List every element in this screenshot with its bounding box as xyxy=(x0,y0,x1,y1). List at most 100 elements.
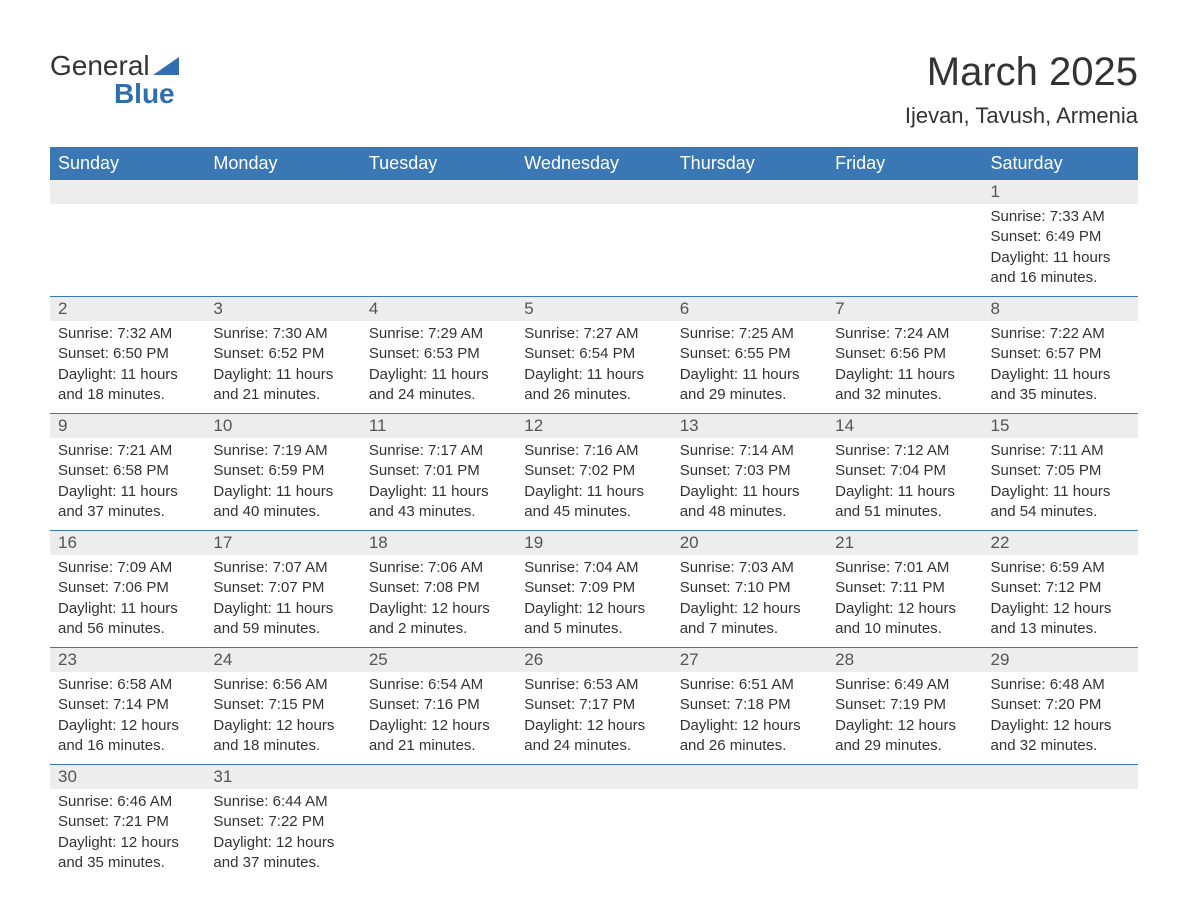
sunrise-text: Sunrise: 6:48 AM xyxy=(991,675,1130,695)
sunrise-text: Sunrise: 7:16 AM xyxy=(524,441,663,461)
daynum-cell: 13 xyxy=(672,414,827,439)
sunrise-text: Sunrise: 7:21 AM xyxy=(58,441,197,461)
daylight-text: Daylight: 11 hours and 21 minutes. xyxy=(213,365,352,406)
day-cell: Sunrise: 7:27 AMSunset: 6:54 PMDaylight:… xyxy=(516,321,671,414)
daynum-cell: 15 xyxy=(983,414,1138,439)
sunset-text: Sunset: 7:22 PM xyxy=(213,812,352,832)
daynum-cell: 12 xyxy=(516,414,671,439)
daynum-cell: 23 xyxy=(50,648,205,673)
sunrise-text: Sunrise: 6:56 AM xyxy=(213,675,352,695)
sunset-text: Sunset: 7:17 PM xyxy=(524,695,663,715)
daynum-cell: 2 xyxy=(50,297,205,322)
sunset-text: Sunset: 7:05 PM xyxy=(991,461,1130,481)
sunset-text: Sunset: 7:09 PM xyxy=(524,578,663,598)
content-row: Sunrise: 6:46 AMSunset: 7:21 PMDaylight:… xyxy=(50,789,1138,881)
daynum-cell: 4 xyxy=(361,297,516,322)
content-row: Sunrise: 7:32 AMSunset: 6:50 PMDaylight:… xyxy=(50,321,1138,414)
sunset-text: Sunset: 6:49 PM xyxy=(991,227,1130,247)
title-block: March 2025 Ijevan, Tavush, Armenia xyxy=(905,50,1138,129)
daynum-cell: 21 xyxy=(827,531,982,556)
daynum-cell: 11 xyxy=(361,414,516,439)
sunset-text: Sunset: 6:55 PM xyxy=(680,344,819,364)
sunset-text: Sunset: 6:58 PM xyxy=(58,461,197,481)
daynum-cell xyxy=(361,765,516,790)
sunset-text: Sunset: 6:57 PM xyxy=(991,344,1130,364)
sunrise-text: Sunrise: 6:53 AM xyxy=(524,675,663,695)
sunset-text: Sunset: 7:06 PM xyxy=(58,578,197,598)
logo-word2: Blue xyxy=(114,78,175,110)
daylight-text: Daylight: 11 hours and 48 minutes. xyxy=(680,482,819,523)
day-cell: Sunrise: 6:53 AMSunset: 7:17 PMDaylight:… xyxy=(516,672,671,765)
sunset-text: Sunset: 7:02 PM xyxy=(524,461,663,481)
daynum-cell: 16 xyxy=(50,531,205,556)
sunrise-text: Sunrise: 7:22 AM xyxy=(991,324,1130,344)
daynum-cell: 3 xyxy=(205,297,360,322)
title-month: March 2025 xyxy=(905,50,1138,95)
day-cell xyxy=(827,204,982,297)
sunrise-text: Sunrise: 6:58 AM xyxy=(58,675,197,695)
day-cell: Sunrise: 7:09 AMSunset: 7:06 PMDaylight:… xyxy=(50,555,205,648)
sunrise-text: Sunrise: 7:04 AM xyxy=(524,558,663,578)
sunset-text: Sunset: 7:07 PM xyxy=(213,578,352,598)
daynum-cell: 19 xyxy=(516,531,671,556)
sunrise-text: Sunrise: 6:59 AM xyxy=(991,558,1130,578)
daynum-cell xyxy=(516,180,671,204)
daylight-text: Daylight: 11 hours and 29 minutes. xyxy=(680,365,819,406)
day-cell: Sunrise: 7:21 AMSunset: 6:58 PMDaylight:… xyxy=(50,438,205,531)
sunrise-text: Sunrise: 7:19 AM xyxy=(213,441,352,461)
daynum-cell: 27 xyxy=(672,648,827,673)
dayheader-fri: Friday xyxy=(827,147,982,180)
daynum-cell: 10 xyxy=(205,414,360,439)
sunrise-text: Sunrise: 7:09 AM xyxy=(58,558,197,578)
daynum-row: 3031 xyxy=(50,765,1138,790)
daynum-row: 1 xyxy=(50,180,1138,204)
daylight-text: Daylight: 11 hours and 32 minutes. xyxy=(835,365,974,406)
daynum-cell: 31 xyxy=(205,765,360,790)
sunrise-text: Sunrise: 6:51 AM xyxy=(680,675,819,695)
day-cell: Sunrise: 7:24 AMSunset: 6:56 PMDaylight:… xyxy=(827,321,982,414)
daylight-text: Daylight: 11 hours and 24 minutes. xyxy=(369,365,508,406)
daylight-text: Daylight: 11 hours and 59 minutes. xyxy=(213,599,352,640)
daynum-cell xyxy=(516,765,671,790)
content-row: Sunrise: 7:33 AMSunset: 6:49 PMDaylight:… xyxy=(50,204,1138,297)
day-cell: Sunrise: 6:46 AMSunset: 7:21 PMDaylight:… xyxy=(50,789,205,881)
daynum-cell: 25 xyxy=(361,648,516,673)
daylight-text: Daylight: 12 hours and 18 minutes. xyxy=(213,716,352,757)
daylight-text: Daylight: 12 hours and 7 minutes. xyxy=(680,599,819,640)
calendar-table: Sunday Monday Tuesday Wednesday Thursday… xyxy=(50,147,1138,881)
daylight-text: Daylight: 12 hours and 24 minutes. xyxy=(524,716,663,757)
daynum-cell xyxy=(672,765,827,790)
day-cell: Sunrise: 7:01 AMSunset: 7:11 PMDaylight:… xyxy=(827,555,982,648)
sunrise-text: Sunrise: 7:06 AM xyxy=(369,558,508,578)
day-cell: Sunrise: 7:12 AMSunset: 7:04 PMDaylight:… xyxy=(827,438,982,531)
sunrise-text: Sunrise: 6:54 AM xyxy=(369,675,508,695)
sunrise-text: Sunrise: 7:03 AM xyxy=(680,558,819,578)
day-cell: Sunrise: 6:51 AMSunset: 7:18 PMDaylight:… xyxy=(672,672,827,765)
daynum-cell: 24 xyxy=(205,648,360,673)
day-cell: Sunrise: 6:58 AMSunset: 7:14 PMDaylight:… xyxy=(50,672,205,765)
daynum-cell xyxy=(50,180,205,204)
dayheader-thu: Thursday xyxy=(672,147,827,180)
sunrise-text: Sunrise: 7:29 AM xyxy=(369,324,508,344)
daylight-text: Daylight: 12 hours and 35 minutes. xyxy=(58,833,197,874)
sunrise-text: Sunrise: 7:30 AM xyxy=(213,324,352,344)
day-cell: Sunrise: 7:33 AMSunset: 6:49 PMDaylight:… xyxy=(983,204,1138,297)
daylight-text: Daylight: 12 hours and 21 minutes. xyxy=(369,716,508,757)
dayheader-mon: Monday xyxy=(205,147,360,180)
daynum-cell xyxy=(827,765,982,790)
daynum-cell xyxy=(827,180,982,204)
day-cell: Sunrise: 7:11 AMSunset: 7:05 PMDaylight:… xyxy=(983,438,1138,531)
daylight-text: Daylight: 11 hours and 45 minutes. xyxy=(524,482,663,523)
daylight-text: Daylight: 11 hours and 18 minutes. xyxy=(58,365,197,406)
day-cell xyxy=(827,789,982,881)
daynum-cell: 22 xyxy=(983,531,1138,556)
dayheader-tue: Tuesday xyxy=(361,147,516,180)
daylight-text: Daylight: 12 hours and 2 minutes. xyxy=(369,599,508,640)
daylight-text: Daylight: 12 hours and 5 minutes. xyxy=(524,599,663,640)
day-cell: Sunrise: 7:29 AMSunset: 6:53 PMDaylight:… xyxy=(361,321,516,414)
daylight-text: Daylight: 11 hours and 37 minutes. xyxy=(58,482,197,523)
sunrise-text: Sunrise: 7:25 AM xyxy=(680,324,819,344)
daylight-text: Daylight: 11 hours and 51 minutes. xyxy=(835,482,974,523)
daynum-cell: 5 xyxy=(516,297,671,322)
day-cell xyxy=(983,789,1138,881)
